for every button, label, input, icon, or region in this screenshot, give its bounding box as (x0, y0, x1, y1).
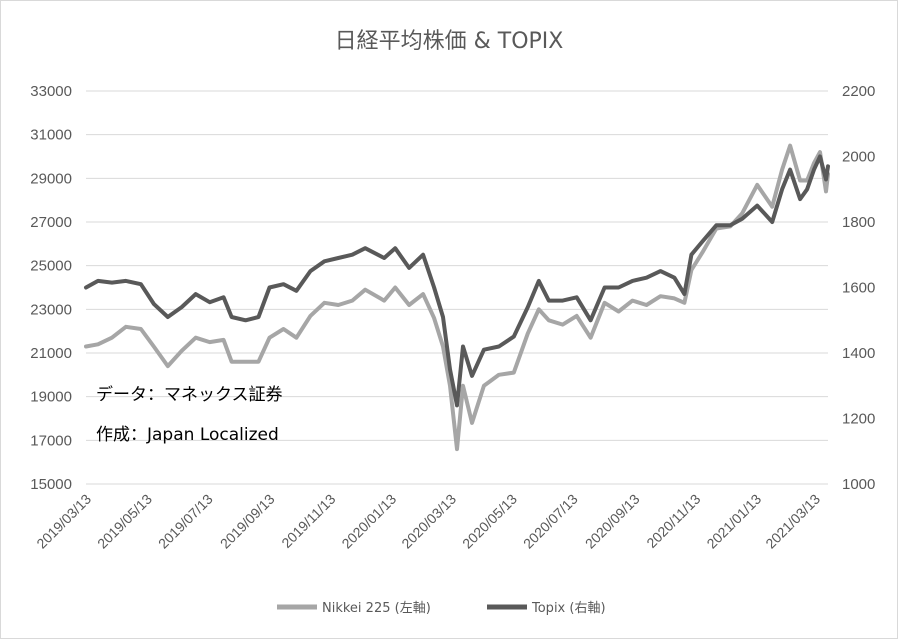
y-left-tick-label: 17000 (30, 432, 72, 449)
gridlines (86, 90, 828, 485)
y-left-tick-label: 23000 (30, 301, 72, 318)
series-lines (84, 143, 830, 452)
y-right-tick-label: 2200 (842, 83, 875, 100)
series-line-topix (84, 154, 830, 408)
author-note: 作成：Japan Localized (96, 425, 279, 445)
x-tick-label: 2019/03/13 (33, 491, 94, 552)
x-tick-label: 2019/09/13 (217, 491, 278, 552)
y-left-tick-label: 21000 (30, 345, 72, 362)
y-right-tick-label: 1600 (842, 280, 875, 297)
chart-title: 日経平均株価 & TOPIX (335, 29, 564, 54)
y-right-tick-label: 1200 (842, 411, 875, 428)
legend-label-topix: Topix (右軸) (531, 601, 606, 616)
y-left-tick-label: 25000 (30, 258, 72, 275)
y-left-tick-label: 31000 (30, 127, 72, 144)
x-tick-label: 2019/11/13 (278, 491, 338, 551)
y-right-tick-label: 1000 (842, 476, 875, 493)
x-tick-label: 2020/03/13 (398, 491, 459, 552)
y-right-tick-label: 1400 (842, 345, 875, 362)
legend-label-nikkei: Nikkei 225 (左軸) (322, 601, 431, 616)
x-tick-label: 2019/07/13 (155, 491, 216, 552)
y-axis-left: 15000 17000 19000 21000 23000 25000 27000 29000… (30, 83, 72, 493)
x-tick-label: 2020/07/13 (520, 491, 581, 552)
y-left-tick-label: 27000 (30, 214, 72, 231)
source-note: データ：マネックス証券 (96, 384, 283, 405)
y-left-tick-label: 29000 (30, 170, 72, 187)
y-left-tick-label: 15000 (30, 476, 72, 493)
x-axis: 2019/03/13 2019/05/13 2019/07/13 2019/09/13… (33, 491, 823, 552)
x-tick-label: 2021/03/13 (762, 491, 823, 552)
y-right-tick-label: 2000 (842, 149, 875, 166)
y-right-tick-label: 1800 (842, 214, 875, 231)
x-tick-label: 2020/05/13 (459, 491, 520, 552)
series-line-nikkei (84, 143, 830, 452)
y-left-tick-label: 19000 (30, 389, 72, 406)
y-axis-right: 1000 1200 1400 1600 1800 2000 2200 (842, 83, 875, 493)
x-tick-label: 2020/11/13 (643, 491, 703, 551)
x-tick-label: 2020/09/13 (582, 491, 643, 552)
legend: Nikkei 225 (左軸) Topix (右軸) (277, 601, 606, 616)
x-tick-label: 2020/01/13 (338, 491, 399, 552)
x-tick-label: 2019/05/13 (94, 491, 155, 552)
x-tick-label: 2021/01/13 (703, 491, 764, 552)
y-left-tick-label: 33000 (30, 83, 72, 100)
